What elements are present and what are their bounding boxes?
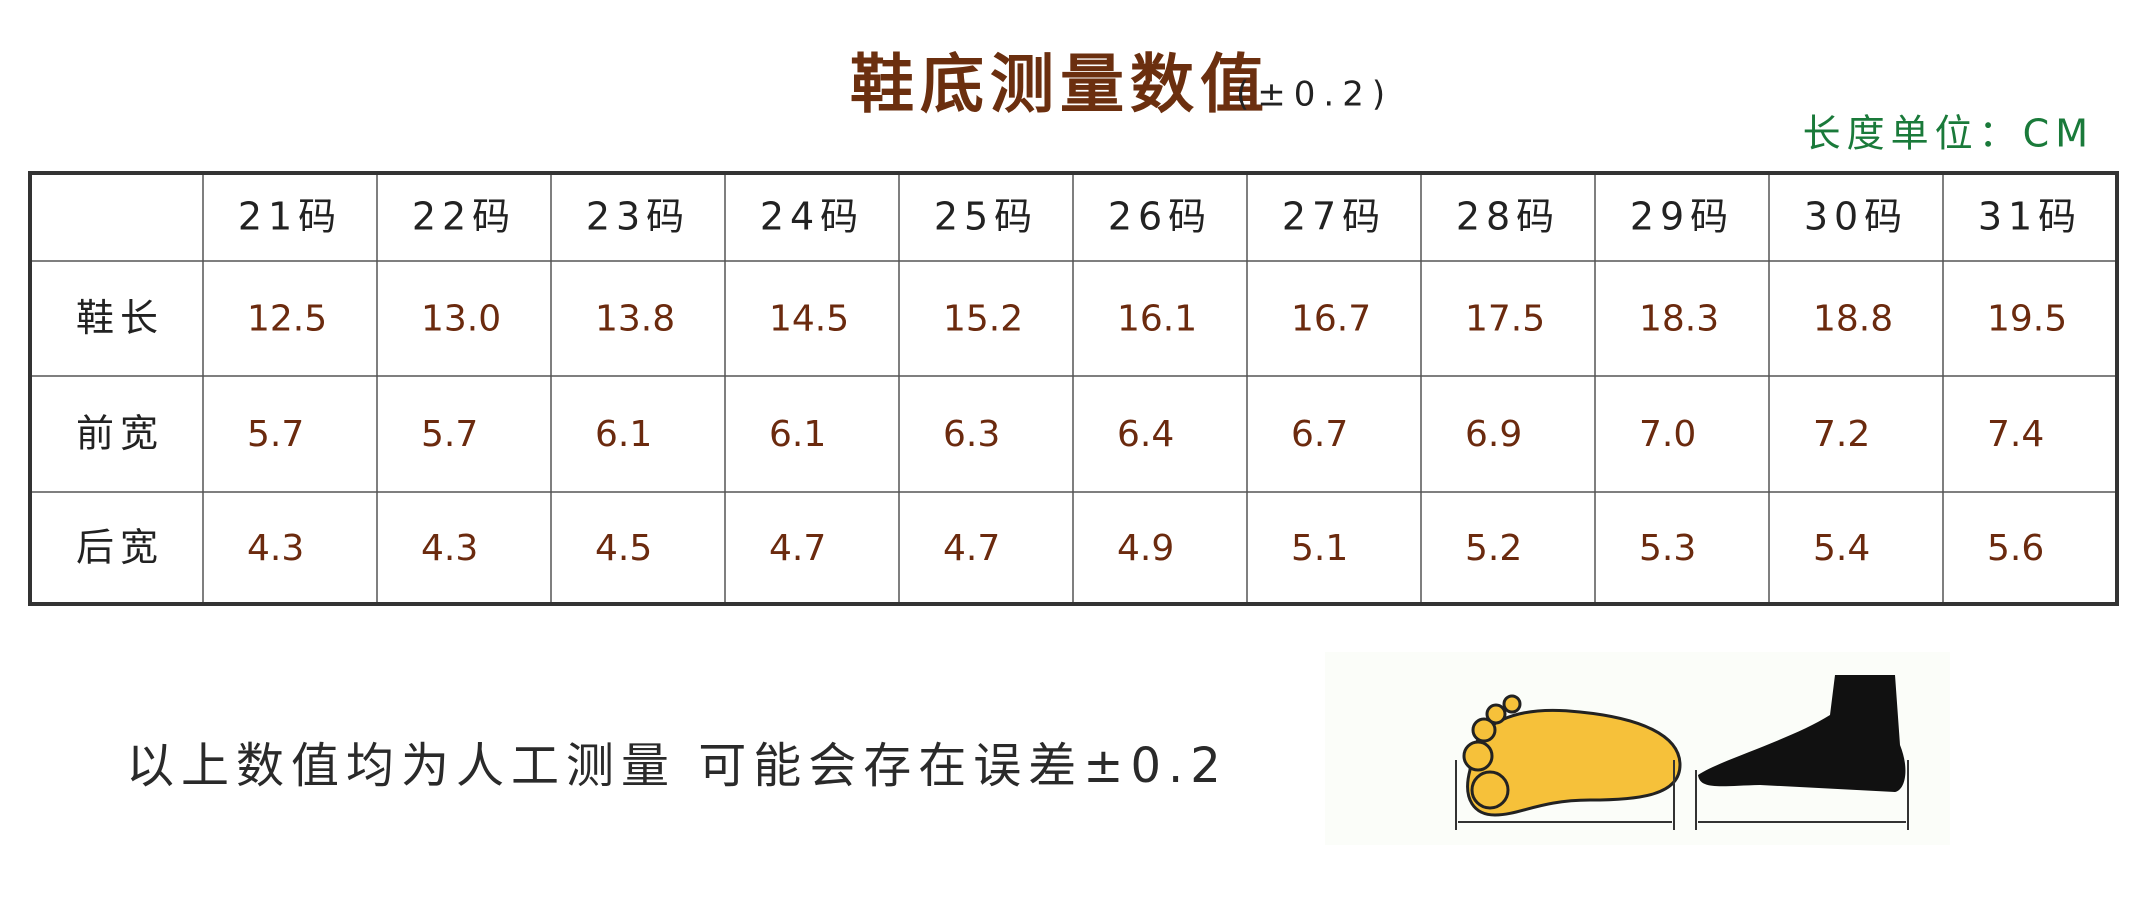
tolerance: (±0.2) (1236, 75, 1393, 115)
cell-value: 6.1 (769, 414, 826, 455)
cell-value: 18.8 (1813, 299, 1893, 340)
cell-value: 7.4 (1987, 414, 2044, 455)
cell-value: 4.7 (943, 528, 1000, 569)
cell-value: 4.5 (595, 528, 652, 569)
cell-value: 7.2 (1813, 414, 1870, 455)
footnote: 以上数值均为人工测量 可能会存在误差±0.2 (126, 738, 1228, 794)
column-header: 26码 (1108, 195, 1212, 239)
column-header: 29码 (1630, 195, 1734, 239)
cell-value: 19.5 (1987, 299, 2067, 340)
cell-value: 13.8 (595, 299, 675, 340)
cell-value: 4.7 (769, 528, 826, 569)
cell-value: 13.0 (421, 299, 501, 340)
cell-value: 5.1 (1291, 528, 1348, 569)
cell-value: 16.7 (1291, 299, 1371, 340)
column-header: 21码 (238, 195, 342, 239)
column-header: 24码 (760, 195, 864, 239)
foot-illustration (1325, 652, 1950, 845)
cell-value: 18.3 (1639, 299, 1719, 340)
cell-value: 5.2 (1465, 528, 1522, 569)
cell-value: 5.4 (1813, 528, 1870, 569)
cell-value: 5.6 (1987, 528, 2044, 569)
cell-value: 5.7 (247, 414, 304, 455)
column-header: 23码 (586, 195, 690, 239)
cell-value: 17.5 (1465, 299, 1545, 340)
cell-value: 4.9 (1117, 528, 1174, 569)
cell-value: 7.0 (1639, 414, 1696, 455)
row-label: 前宽 (76, 412, 164, 456)
cell-value: 12.5 (247, 299, 327, 340)
cell-value: 5.3 (1639, 528, 1696, 569)
column-header: 27码 (1282, 195, 1386, 239)
unit: 长度单位：CM (1803, 112, 2094, 156)
column-header: 22码 (412, 195, 516, 239)
cell-value: 16.1 (1117, 299, 1197, 340)
cell-value: 6.7 (1291, 414, 1348, 455)
cell-value: 4.3 (421, 528, 478, 569)
cell-value: 6.1 (595, 414, 652, 455)
column-header: 30码 (1804, 195, 1908, 239)
row-label: 鞋长 (76, 296, 164, 340)
cell-value: 6.9 (1465, 414, 1522, 455)
column-header: 28码 (1456, 195, 1560, 239)
cell-value: 4.3 (247, 528, 304, 569)
cell-value: 5.7 (421, 414, 478, 455)
column-header: 25码 (934, 195, 1038, 239)
row-label: 后宽 (76, 526, 164, 570)
cell-value: 15.2 (943, 299, 1023, 340)
cell-value: 6.3 (943, 414, 1000, 455)
cell-value: 14.5 (769, 299, 849, 340)
column-header: 31码 (1978, 195, 2082, 239)
title: 鞋底测量数值 (850, 49, 1270, 123)
cell-value: 6.4 (1117, 414, 1174, 455)
table-border (28, 171, 2119, 606)
